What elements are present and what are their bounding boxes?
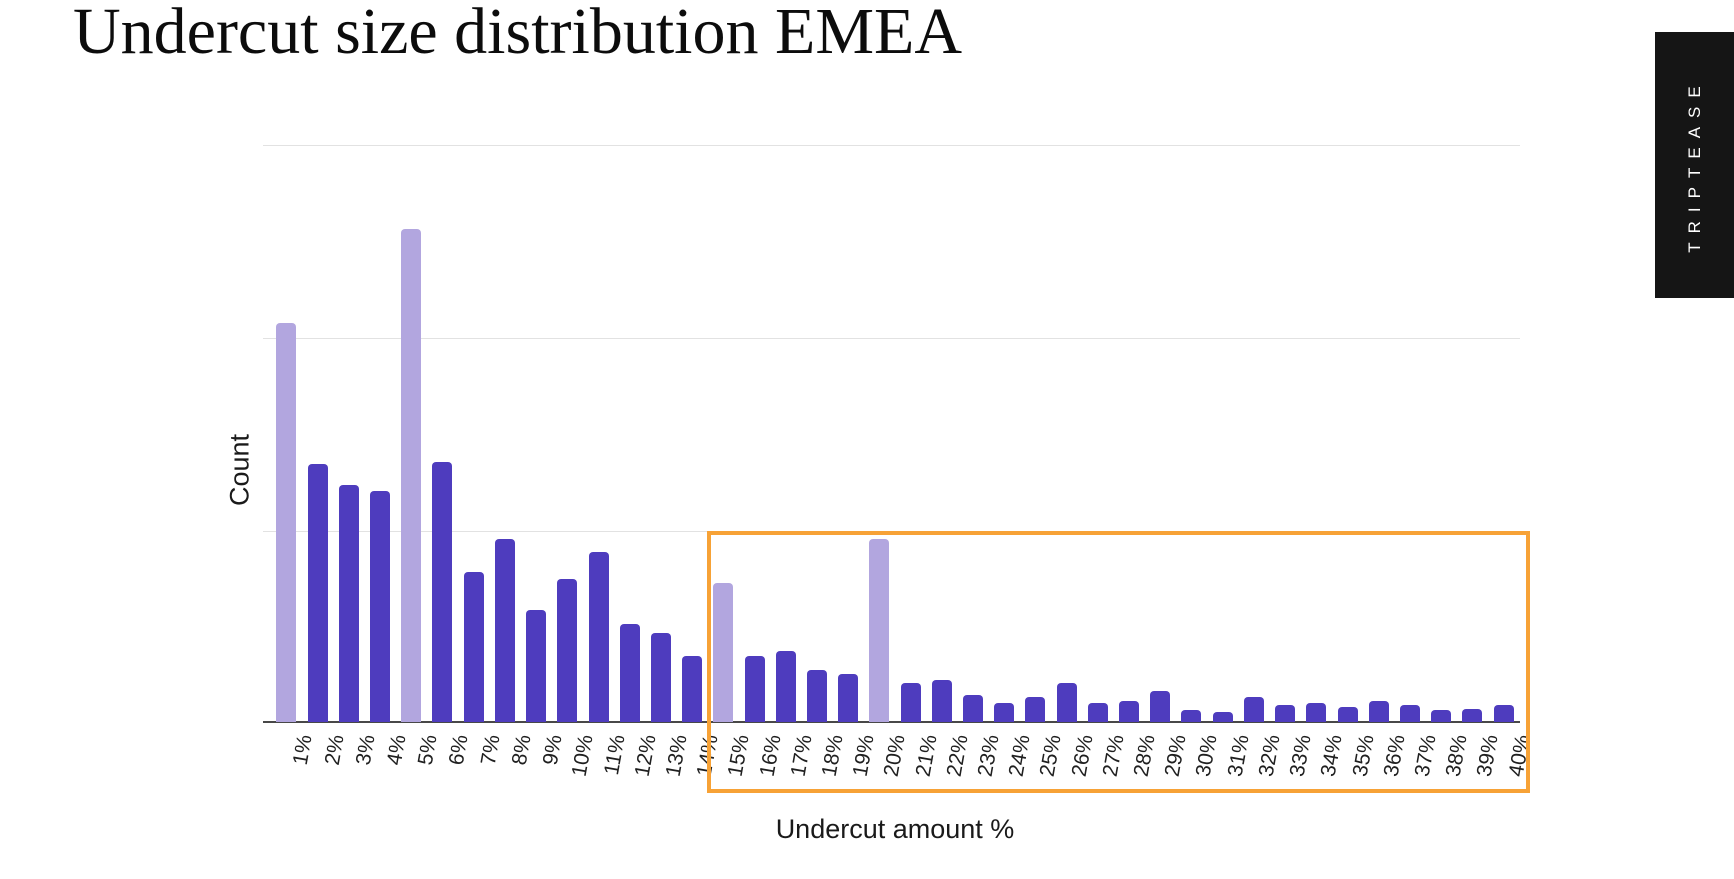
bar-32% — [1243, 697, 1264, 722]
bar-2% — [307, 464, 328, 722]
bar-7% — [463, 572, 484, 722]
x-tick-label: 12% — [630, 733, 661, 779]
x-tick-label: 4% — [382, 733, 411, 767]
bar-23% — [963, 695, 984, 722]
bar-1% — [276, 323, 297, 722]
bar-22% — [931, 680, 952, 722]
bar-33% — [1275, 705, 1296, 722]
bar-12% — [619, 624, 640, 722]
page-title: Undercut size distribution EMEA — [73, 0, 963, 68]
bar-30% — [1181, 710, 1202, 722]
x-tick-label: 8% — [507, 733, 536, 767]
bar-29% — [1150, 691, 1171, 722]
x-tick-label: 6% — [445, 733, 474, 767]
bar-24% — [994, 703, 1015, 722]
bar-38% — [1431, 710, 1452, 722]
bar-6% — [432, 462, 453, 722]
bar-39% — [1462, 709, 1483, 722]
bar-25% — [1025, 697, 1046, 722]
bar-17% — [775, 651, 796, 722]
x-tick-label: 10% — [567, 733, 598, 779]
gridline — [263, 145, 1520, 146]
triptease-badge: TRIPTEASE — [1655, 32, 1734, 298]
bar-16% — [744, 656, 765, 722]
x-axis-title: Undercut amount % — [775, 814, 1015, 844]
bar-26% — [1056, 683, 1077, 722]
gridline — [263, 338, 1520, 339]
bar-18% — [806, 670, 827, 722]
bar-27% — [1087, 703, 1108, 722]
x-tick-label: 9% — [538, 733, 567, 767]
bar-3% — [338, 485, 359, 722]
plot-area: 1% 2% 3% 4% 5% 6% 7% 8% 9% 10% 11% 12% 13% 14% 15% 16% 1… — [263, 145, 1534, 778]
x-tick-label: 5% — [413, 733, 442, 767]
bar-21% — [900, 683, 921, 722]
x-tick-label: 7% — [476, 733, 505, 767]
bar-34% — [1306, 703, 1327, 722]
bar-5% — [401, 229, 422, 722]
x-axis-line — [263, 721, 1520, 723]
bar-28% — [1119, 701, 1140, 722]
triptease-logo-text: TRIPTEASE — [1684, 77, 1704, 253]
bar-14% — [682, 656, 703, 722]
annotation-box — [707, 531, 1530, 793]
bar-35% — [1337, 707, 1358, 722]
x-tick-label: 13% — [661, 733, 692, 779]
bar-20% — [869, 539, 890, 722]
bar-4% — [370, 491, 391, 722]
bar-37% — [1399, 705, 1420, 722]
bar-8% — [494, 539, 515, 722]
bar-31% — [1212, 712, 1233, 722]
bar-36% — [1368, 701, 1389, 722]
bar-15% — [713, 583, 734, 722]
bar-13% — [650, 633, 671, 722]
x-tick-label: 11% — [599, 733, 630, 777]
bar-40% — [1493, 705, 1514, 722]
x-tick-label: 2% — [320, 733, 349, 767]
bar-11% — [588, 552, 609, 722]
bar-19% — [838, 674, 859, 722]
y-axis-title: Count — [224, 433, 255, 507]
x-tick-label: 3% — [351, 733, 380, 767]
x-tick-label: 1% — [289, 733, 318, 767]
bar-10% — [557, 579, 578, 722]
bar-9% — [526, 610, 547, 722]
